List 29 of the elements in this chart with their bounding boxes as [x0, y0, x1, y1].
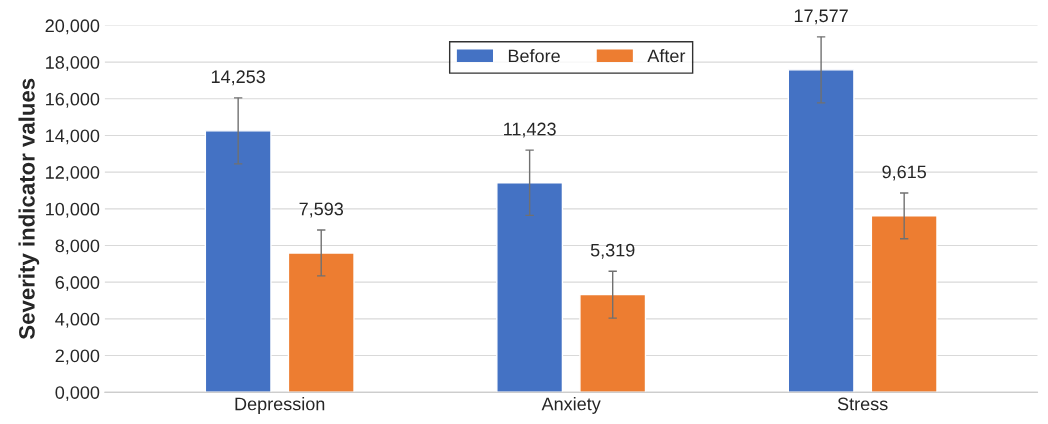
bar — [870, 215, 938, 393]
y-tick-label: 20,000 — [45, 19, 100, 35]
y-tick-label: 18,000 — [46, 56, 100, 71]
data-label: 9,615 — [882, 165, 927, 181]
bar — [496, 182, 564, 393]
y-tick-label: 6,000 — [55, 276, 100, 292]
bar — [787, 69, 855, 393]
y-tick-label: 14,000 — [46, 129, 100, 145]
legend-label: After — [647, 49, 686, 63]
data-label: 5,319 — [590, 243, 635, 259]
data-label: 17,577 — [794, 9, 848, 25]
bar — [579, 293, 647, 393]
bar — [287, 252, 355, 393]
y-tick-label: 8,000 — [55, 239, 100, 255]
y-axis-title: Severity indicator values — [18, 78, 40, 340]
data-label: 11,423 — [504, 122, 556, 138]
data-label: 14,253 — [211, 70, 265, 86]
x-tick-label: Depression — [235, 397, 325, 414]
x-tick-label: Anxiety — [541, 397, 601, 414]
legend-label: Before — [508, 49, 560, 63]
y-tick-label: 4,000 — [55, 312, 100, 328]
data-label: 7,593 — [299, 202, 344, 218]
y-tick-label: 12,000 — [46, 166, 100, 181]
y-tick-label: 16,000 — [46, 92, 100, 108]
x-tick-label: Stress — [837, 397, 888, 411]
y-tick-label: 2,000 — [55, 349, 100, 365]
y-tick-label: 0,000 — [55, 386, 100, 402]
bar — [204, 130, 272, 393]
y-tick-label: 10,000 — [46, 202, 100, 218]
